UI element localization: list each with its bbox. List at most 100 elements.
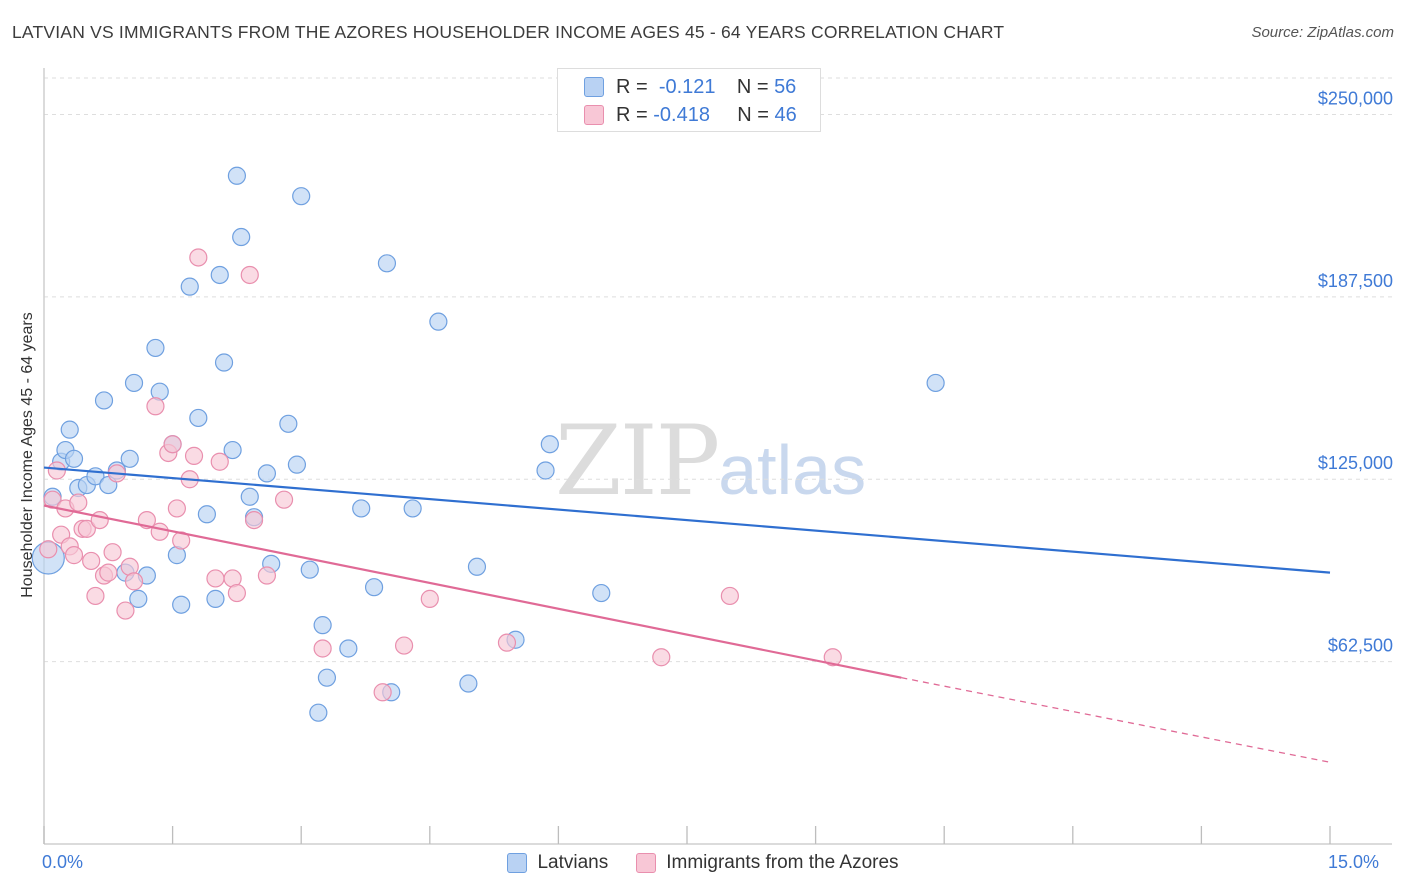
y-tick-label: $62,500 [1328, 636, 1393, 656]
latvian-point [210, 265, 229, 285]
azores-point [652, 648, 671, 667]
latvian-point [313, 616, 332, 635]
azores-point [720, 586, 739, 606]
latvian-point [60, 420, 79, 439]
azores-point [86, 586, 105, 606]
latvian-point [124, 373, 144, 393]
watermark-zip: ZIP [555, 405, 720, 517]
latvian-point [467, 557, 487, 576]
legend-row-azores: R = -0.418 N = 46 [558, 101, 797, 129]
latvian-point [223, 440, 242, 460]
latvian-point [287, 455, 307, 474]
legend-n-label: N = [737, 103, 769, 126]
latvian-point [279, 414, 298, 433]
legend-swatch-latvians [507, 853, 528, 873]
latvian-point [364, 578, 384, 597]
azores-point [99, 563, 118, 582]
azores-point [240, 265, 259, 285]
azores-point [82, 551, 101, 571]
azores-point [274, 490, 294, 509]
chart-title: LATVIAN VS IMMIGRANTS FROM THE AZORES HO… [12, 22, 1005, 42]
azores-point [150, 522, 169, 541]
azores-point [167, 499, 186, 518]
series-legend: Latvians Immigrants from the Azores [0, 852, 1406, 874]
watermark-atlas: atlas [718, 431, 867, 509]
latvian-point [206, 589, 225, 608]
latvian-point [309, 703, 328, 722]
azores-point [47, 461, 66, 480]
azores-point [257, 566, 277, 585]
azores-point [124, 572, 144, 591]
azores-point [163, 435, 182, 454]
azores-point [497, 633, 517, 652]
azores-point [227, 583, 246, 603]
y-tick-label: $125,000 [1318, 453, 1393, 473]
latvian-point [459, 674, 478, 693]
azores-point [210, 452, 229, 471]
latvian-point [926, 373, 945, 393]
latvian-point [257, 464, 277, 483]
legend-n-value: 56 [774, 75, 797, 98]
latvian-point [189, 408, 208, 428]
azores-point [103, 543, 122, 562]
latvian-point [120, 449, 139, 468]
latvian-point [146, 338, 165, 358]
legend-n-value: 46 [774, 103, 797, 126]
azores-point [420, 589, 439, 608]
legend-label-azores: Immigrants from the Azores [666, 852, 899, 873]
legend-swatch-azores [584, 105, 604, 125]
azores-point [189, 248, 208, 267]
azores-point [394, 636, 414, 655]
azores-point [373, 683, 392, 702]
azores-point [244, 510, 264, 530]
latvian-point [317, 668, 337, 687]
legend-r-label: R = [616, 103, 648, 126]
latvian-point [197, 505, 216, 524]
legend-label-latvians: Latvians [537, 852, 609, 873]
y-tick-label: $250,000 [1318, 88, 1393, 108]
legend-r-value: -0.418 [653, 103, 710, 126]
latvian-point [300, 560, 319, 579]
watermark: ZIPatlas [555, 405, 866, 517]
azores-point [206, 569, 225, 588]
legend-r-label: R = [616, 75, 648, 98]
azores-point [69, 493, 88, 512]
latvian-trendline [43, 466, 1331, 574]
latvian-point [240, 487, 259, 506]
azores-point [184, 446, 204, 465]
legend-swatch-latvians [584, 77, 604, 97]
azores-trendline [43, 504, 902, 679]
azores-point [64, 546, 84, 565]
azores-trendline-extension [901, 677, 1331, 763]
x-tick-max: 15.0% [1328, 852, 1380, 872]
latvian-point [64, 449, 84, 468]
azores-point [116, 601, 135, 620]
latvian-point [352, 499, 371, 518]
azores-point [313, 639, 332, 658]
latvian-point [172, 595, 191, 614]
legend-item-azores: Immigrants from the Azores [636, 852, 899, 874]
azores-point [90, 510, 109, 530]
latvian-point [129, 589, 148, 608]
y-tick-label: $187,500 [1318, 271, 1393, 291]
latvian-point [536, 461, 555, 480]
latvian-point [292, 187, 311, 206]
y-axis-label: Householder Income Ages 45 - 64 years [19, 312, 36, 598]
correlation-legend: R = -0.121 N = 56 R = -0.418 N = 46 [557, 68, 821, 132]
latvian-point [227, 166, 246, 185]
legend-r-value: -0.121 [658, 75, 716, 98]
latvian-point [429, 312, 448, 331]
legend-n-label: N = [736, 75, 769, 98]
latvian-point [403, 499, 422, 518]
latvian-point [540, 435, 559, 454]
latvian-point [377, 254, 397, 273]
legend-item-latvians: Latvians [507, 852, 608, 874]
latvian-point [232, 227, 251, 247]
legend-row-latvians: R = -0.121 N = 56 [558, 73, 796, 101]
source-label: Source: ZipAtlas.com [1251, 24, 1394, 41]
latvian-point [94, 391, 114, 410]
legend-swatch-azores [636, 853, 657, 873]
azores-point [823, 648, 842, 667]
latvian-point [592, 583, 611, 603]
